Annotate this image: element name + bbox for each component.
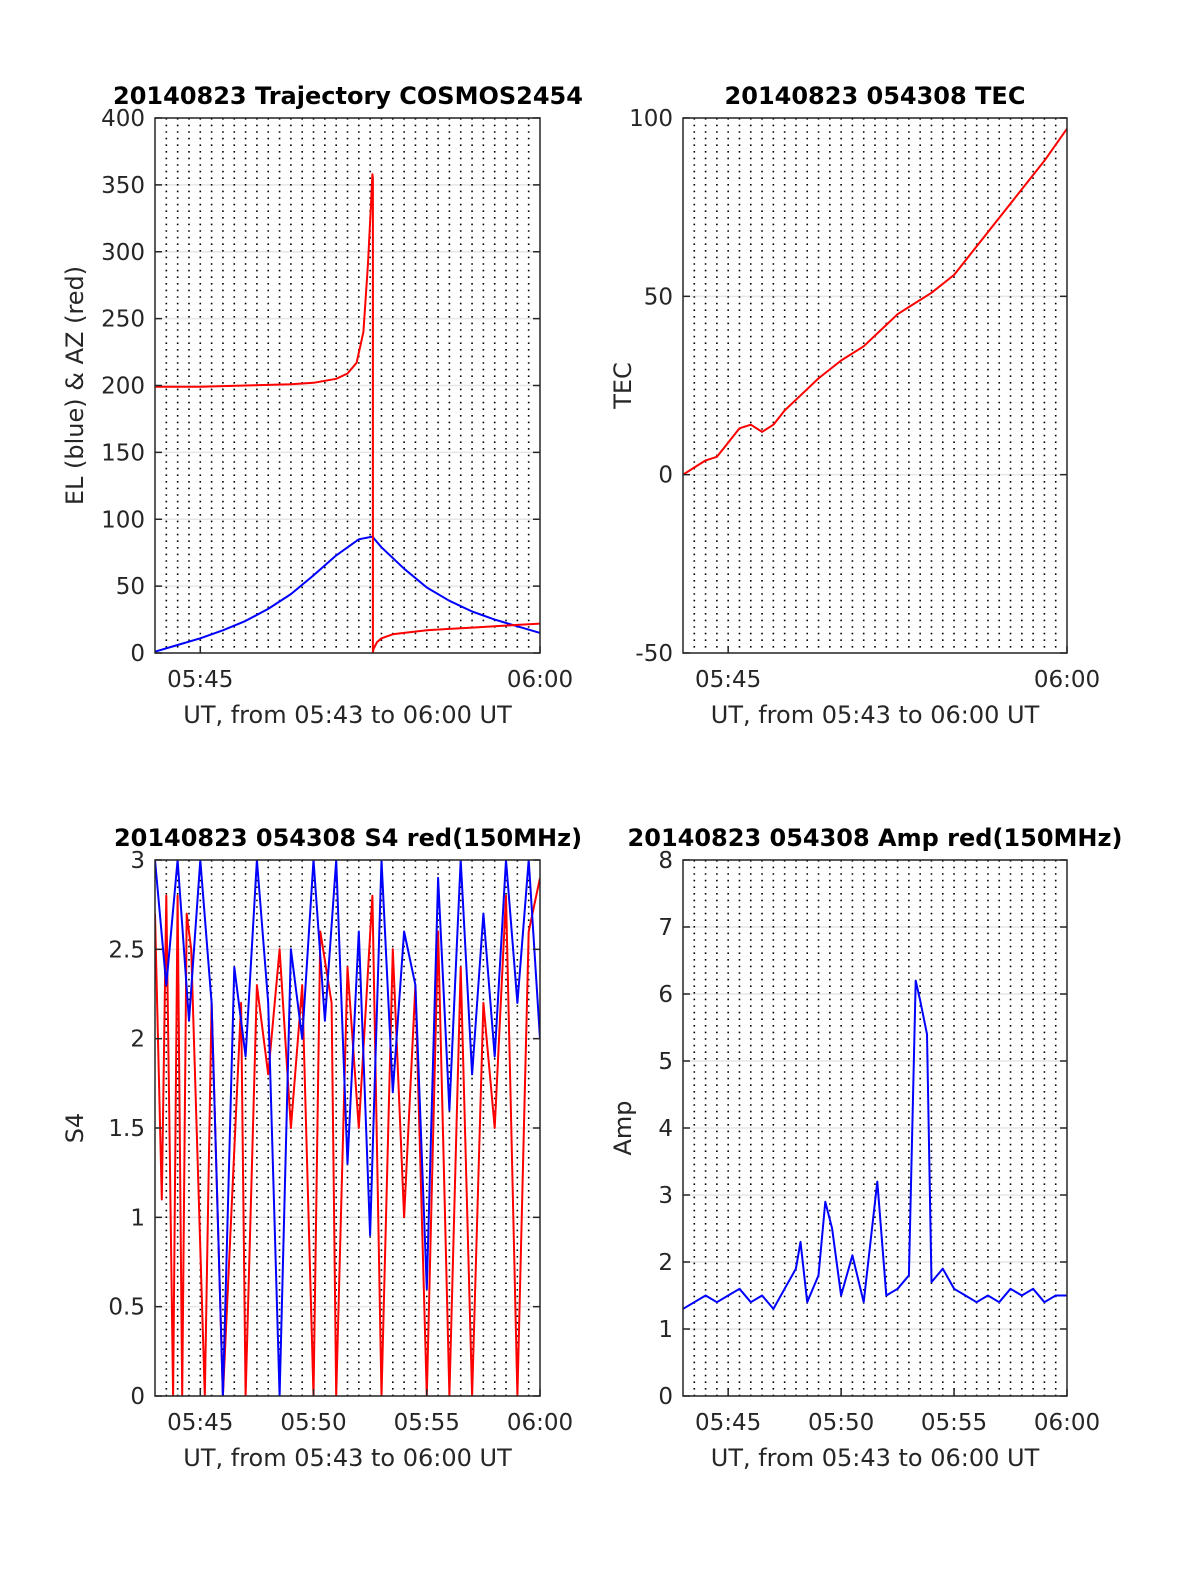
y-tick-label: 300 [101,240,145,266]
y-tick-label: 150 [101,440,145,466]
y-tick-label: 0 [130,641,145,667]
x-tick-label: 05:45 [167,667,233,693]
y-tick-label: 0.5 [108,1295,145,1321]
y-tick-label: 2.5 [108,937,145,963]
y-axis-label: TEC [609,362,637,410]
x-tick-label: 05:55 [394,1410,460,1436]
y-tick-label: -50 [635,641,673,667]
series-line-1 [683,128,1067,476]
y-tick-label: 4 [658,1116,673,1142]
y-axis-label: Amp [609,1100,637,1155]
chart-title: 20140823 Trajectory COSMOS2454 [113,82,583,110]
chart-panel-4: 0 1 2 3 4 5 6 7 8 05:45 05:50 05:55 06:00 20140823 05… [609,824,1122,1472]
y-tick-label: 100 [101,507,145,533]
y-tick-label: 5 [658,1049,673,1075]
y-tick-label: 200 [101,374,145,400]
y-tick-label: 0 [658,1384,673,1410]
series-group [683,128,1067,476]
y-tick-label: 50 [116,574,145,600]
y-tick-label: 0 [658,463,673,489]
series-line-2 [155,860,540,1396]
y-tick-label: 7 [658,915,673,941]
y-tick-label: 250 [101,307,145,333]
y-tick-label: 1 [130,1205,145,1231]
y-tick-label: 3 [130,848,145,874]
series-line-1 [683,979,1067,1310]
y-tick-label: 400 [101,106,145,132]
series-group [155,860,540,1396]
y-tick-label: 0 [130,1384,145,1410]
x-tick-label: 05:45 [695,1410,761,1436]
y-tick-label: 1 [658,1317,673,1343]
y-axis-label: S4 [61,1113,89,1144]
y-tick-label: 350 [101,173,145,199]
series-group [683,979,1067,1310]
x-tick-label: 05:55 [921,1410,987,1436]
y-tick-label: 3 [658,1183,673,1209]
plot-frame [682,117,1068,654]
y-tick-label: 2 [658,1250,673,1276]
chart-panel-2: -50 0 50 100 05:45 06:00 20140823 054308 TEC UT… [609,82,1100,729]
series-line-1 [155,877,540,1396]
y-tick-label: 2 [130,1027,145,1053]
chart-title: 20140823 054308 S4 red(150MHz) [114,824,582,852]
series-group [155,173,540,653]
chart-title: 20140823 054308 TEC [725,82,1026,110]
series-line-1 [155,535,540,653]
x-tick-label: 05:45 [167,1410,233,1436]
x-axis-label: UT, from 05:43 to 06:00 UT [711,701,1040,729]
y-tick-label: 8 [658,848,673,874]
x-tick-label: 06:00 [1034,667,1100,693]
series-line-2 [155,173,540,653]
y-tick-label: 6 [658,982,673,1008]
x-tick-label: 06:00 [507,1410,573,1436]
x-axis-label: UT, from 05:43 to 06:00 UT [183,1444,512,1472]
chart-panel-1: 0 50 100 150 200 250 300 350 400 05:45 06:00 201408… [61,82,583,729]
x-tick-label: 05:45 [695,667,761,693]
y-axis-label: EL (blue) & AZ (red) [61,266,89,505]
x-tick-label: 05:50 [808,1410,874,1436]
y-tick-label: 50 [644,284,673,310]
x-tick-label: 06:00 [507,667,573,693]
y-tick-label: 100 [629,106,673,132]
x-axis-label: UT, from 05:43 to 06:00 UT [711,1444,1040,1472]
x-tick-label: 06:00 [1034,1410,1100,1436]
y-tick-label: 1.5 [108,1116,145,1142]
x-axis-label: UT, from 05:43 to 06:00 UT [183,701,512,729]
chart-panel-3: 0 0.5 1 1.5 2 2.5 3 05:45 05:50 05:55 06:00 2014082… [61,824,582,1472]
chart-title: 20140823 054308 Amp red(150MHz) [628,824,1123,852]
x-tick-label: 05:50 [280,1410,346,1436]
